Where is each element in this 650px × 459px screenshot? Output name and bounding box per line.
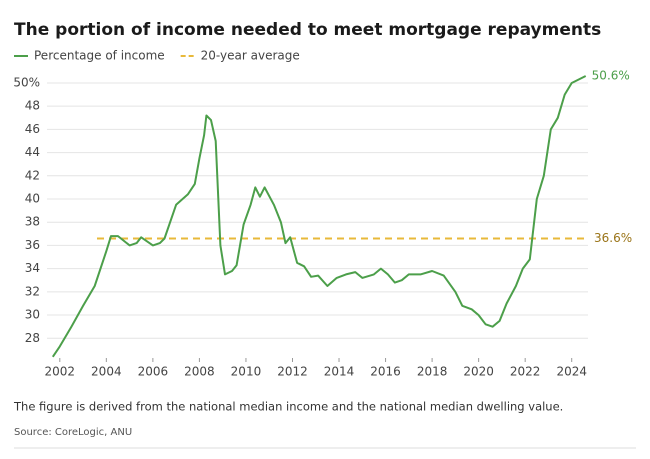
y-tick-label: 32	[25, 284, 40, 298]
y-tick-label: 42	[25, 168, 40, 182]
x-tick-label: 2016	[370, 365, 401, 379]
data-line	[51, 75, 587, 358]
x-tick-label: 2022	[510, 365, 541, 379]
x-tick-label: 2002	[45, 365, 76, 379]
y-tick-label: 38	[25, 215, 40, 229]
source: Source: CoreLogic, ANU	[14, 427, 132, 438]
x-tick-label: 2018	[417, 365, 448, 379]
x-tick-label: 2010	[231, 365, 262, 379]
x-tick-label: 2024	[556, 365, 587, 379]
y-tick-label: 48	[25, 99, 40, 113]
x-tick-label: 2020	[463, 365, 494, 379]
y-tick-label: 40	[25, 192, 40, 206]
x-tick-label: 2008	[184, 365, 215, 379]
reference-label: 36.6%	[594, 231, 632, 245]
caption: The figure is derived from the national …	[13, 400, 563, 414]
y-tick-label: 28	[25, 331, 40, 345]
x-tick-label: 2004	[91, 365, 122, 379]
x-tick-label: 2006	[138, 365, 169, 379]
chart-title: The portion of income needed to meet mor…	[14, 20, 601, 40]
y-tick-label: 46	[25, 122, 40, 136]
x-tick-label: 2014	[324, 365, 355, 379]
y-tick-label: 36	[25, 238, 40, 252]
legend-label: 20-year average	[201, 49, 300, 63]
y-tick-label: 50%	[13, 75, 40, 89]
y-tick-label: 34	[25, 261, 40, 275]
y-tick-label: 30	[25, 308, 40, 322]
y-tick-label: 44	[25, 145, 40, 159]
legend-label: Percentage of income	[34, 49, 165, 63]
end-label: 50.6%	[592, 69, 630, 83]
x-tick-label: 2012	[277, 365, 308, 379]
